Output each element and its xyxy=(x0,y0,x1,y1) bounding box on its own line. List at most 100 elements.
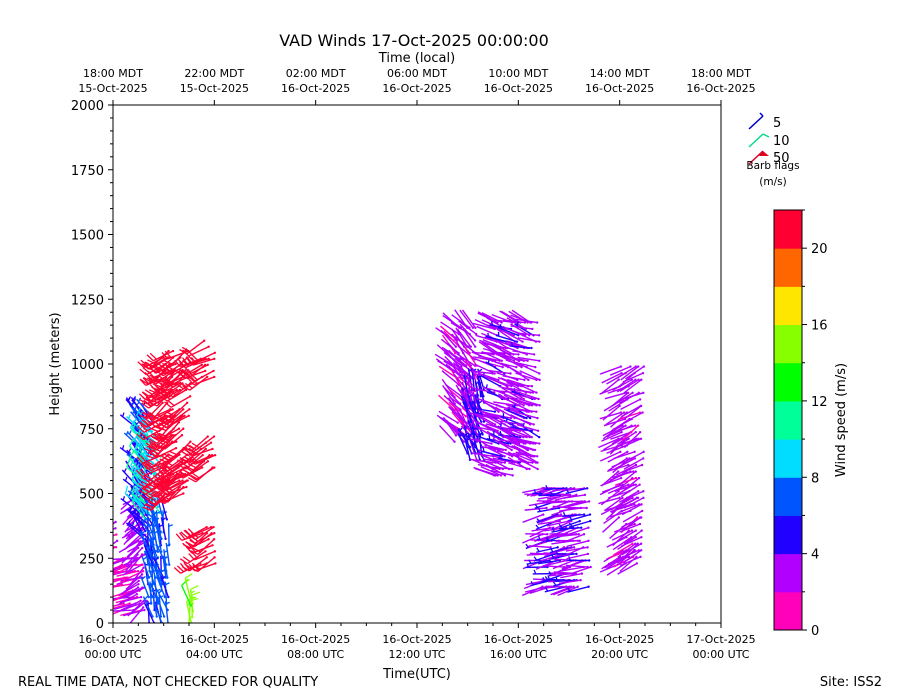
wind-barb-staff xyxy=(125,553,146,568)
wind-barb-staff xyxy=(481,360,503,368)
wind-barb-base xyxy=(504,448,507,452)
site-label: Site: ISS2 xyxy=(820,675,882,690)
wind-barb-feather xyxy=(166,414,175,421)
wind-barb-staff xyxy=(470,370,493,375)
wind-barb-feather xyxy=(144,464,152,472)
wind-barb-feather xyxy=(184,367,192,374)
wind-barb-staff xyxy=(602,405,621,421)
wind-barb-base xyxy=(536,467,539,471)
wind-barb-half-feather xyxy=(157,544,162,549)
wind-barb-staff xyxy=(621,477,640,493)
barb-series-low-blue-column xyxy=(138,497,173,623)
wind-barb-base xyxy=(115,533,118,536)
wind-barb-staff xyxy=(143,602,155,623)
wind-barb-base xyxy=(639,549,643,552)
wind-barb-staff xyxy=(500,310,521,324)
wind-barb-half-feather xyxy=(550,547,554,553)
wind-barb-staff xyxy=(527,559,550,565)
wind-barb-half-feather xyxy=(142,518,147,523)
wind-barb-staff xyxy=(614,477,637,486)
wind-barb-base xyxy=(639,437,643,440)
quality-note: REAL TIME DATA, NOT CHECKED FOR QUALITY xyxy=(18,675,318,690)
wind-barb-staff xyxy=(561,566,584,572)
wind-barb-half-feather xyxy=(141,576,146,580)
wind-barb-staff xyxy=(612,536,632,551)
wind-barb-feather xyxy=(181,458,190,464)
wind-barb-feather xyxy=(189,545,196,553)
wind-barb-feather xyxy=(148,483,157,489)
wind-barb-half-feather xyxy=(511,423,514,428)
wind-barb-staff xyxy=(443,351,463,367)
wind-barb-staff xyxy=(477,374,485,397)
wind-barb-staff xyxy=(524,507,547,511)
wind-barb-staff xyxy=(611,470,634,479)
wind-barb-base xyxy=(509,416,513,420)
wind-barb-feather xyxy=(151,447,161,452)
colorbar-segment xyxy=(774,553,802,593)
wind-barb-feather xyxy=(148,389,158,394)
colorbar-segment xyxy=(774,286,802,326)
wind-barb-staff xyxy=(536,513,558,524)
wind-barb-staff xyxy=(513,393,535,400)
wind-barb-staff xyxy=(526,487,548,497)
wind-barb-half-feather xyxy=(542,576,546,582)
barb-series-purple-afternoon-column xyxy=(598,365,646,576)
wind-barb-feather xyxy=(146,377,156,382)
wind-barb-half-feather xyxy=(551,554,555,559)
wind-barb-staff xyxy=(156,590,169,611)
wind-barb-base xyxy=(617,516,620,519)
wind-barb-feather xyxy=(179,471,188,477)
wind-barb-base xyxy=(634,476,638,480)
wind-barb-staff xyxy=(194,454,216,465)
wind-barb-staff xyxy=(189,460,209,475)
wind-barb-feather xyxy=(189,566,199,573)
wind-barb-staff xyxy=(187,358,209,366)
wind-barb-staff xyxy=(514,323,534,336)
wind-barb-feather xyxy=(161,351,169,360)
wind-barb-half-feather xyxy=(161,517,166,521)
wind-barb-half-feather xyxy=(133,508,136,513)
wind-barb-feather xyxy=(146,354,154,362)
wind-barb-feather xyxy=(152,483,160,491)
wind-barb-half-feather xyxy=(129,488,133,493)
wind-barb-staff xyxy=(484,445,506,457)
wind-barb-base xyxy=(538,378,541,382)
wind-barb-staff xyxy=(618,549,640,560)
wind-barb-feather xyxy=(139,455,147,463)
wind-barb-staff xyxy=(616,431,637,445)
wind-barb-base xyxy=(619,365,623,368)
wind-barb-staff xyxy=(568,513,591,522)
wind-barb-staff xyxy=(494,425,515,438)
wind-barb-feather xyxy=(124,485,129,495)
wind-barb-base xyxy=(639,542,643,545)
wind-barb-staff xyxy=(623,451,644,463)
wind-barb-base xyxy=(156,505,160,509)
barb-series-red-main-column xyxy=(136,349,192,511)
wind-barb-base xyxy=(587,500,591,503)
wind-barb-base xyxy=(191,615,194,619)
wind-barb-base xyxy=(147,595,151,599)
y-tick-label: 250 xyxy=(79,552,104,567)
wind-barb-feather xyxy=(167,399,175,407)
wind-barb-staff xyxy=(438,410,459,424)
wind-barb-staff xyxy=(517,391,539,400)
wind-barb-staff xyxy=(113,570,136,573)
wind-barb-feather xyxy=(162,419,170,427)
wind-barb-half-feather xyxy=(537,507,541,512)
wind-barb-base xyxy=(559,513,563,516)
wind-barb-staff xyxy=(443,395,461,411)
wind-barb-half-feather xyxy=(128,414,131,419)
wind-barb-staff xyxy=(538,494,561,497)
wind-barb-base xyxy=(621,496,624,500)
wind-barb-staff xyxy=(621,543,642,556)
top-axis-title: Time (local) xyxy=(378,51,455,66)
wind-barb-feather xyxy=(154,376,163,383)
wind-barb-staff xyxy=(563,494,586,499)
wind-barbs-layer xyxy=(113,309,646,623)
wind-barb-half-feather xyxy=(487,359,490,364)
wind-barb-base xyxy=(556,546,559,549)
wind-barb-feather xyxy=(192,547,201,553)
wind-barb-feather xyxy=(139,489,145,498)
wind-barb-feather xyxy=(179,558,188,565)
wind-barb-half-feather xyxy=(533,556,538,561)
